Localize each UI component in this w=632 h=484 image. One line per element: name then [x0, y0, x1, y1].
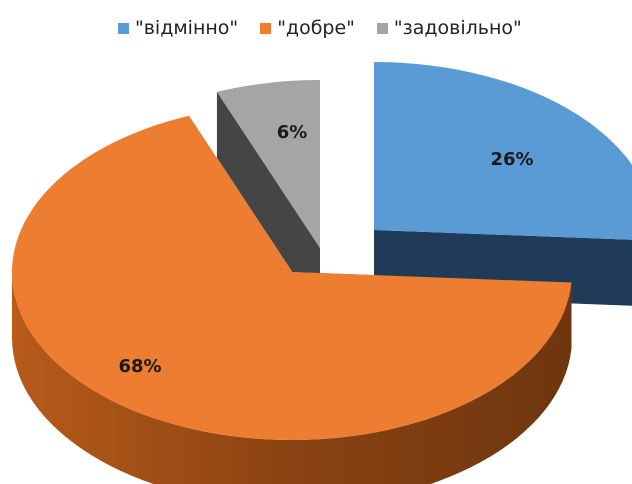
slice-good [12, 115, 572, 441]
slice-good-side [12, 272, 572, 484]
slice-satisfactory [216, 80, 320, 248]
legend-label-good: "добре" [277, 17, 355, 39]
data-label-satisfactory: 6% [277, 122, 308, 143]
chart-legend: "відмінно" "добре" "задовільно" [118, 14, 568, 42]
slice-excellent [374, 62, 632, 240]
legend-label-satisfactory: "задовільно" [393, 17, 522, 39]
legend-item-excellent: "відмінно" [118, 17, 238, 39]
legend-item-satisfactory: "задовільно" [376, 17, 522, 39]
data-label-good: 68% [118, 356, 161, 377]
legend-swatch-good [260, 22, 272, 34]
legend-label-excellent: "відмінно" [135, 17, 239, 39]
legend-swatch-excellent [118, 22, 129, 34]
legend-item-good: "добре" [260, 17, 355, 39]
pie-slices [12, 62, 632, 484]
slice-satisfactory-cut-face [216, 91, 320, 315]
data-label-excellent: 26% [490, 149, 533, 170]
legend-swatch-satisfactory [376, 22, 388, 34]
